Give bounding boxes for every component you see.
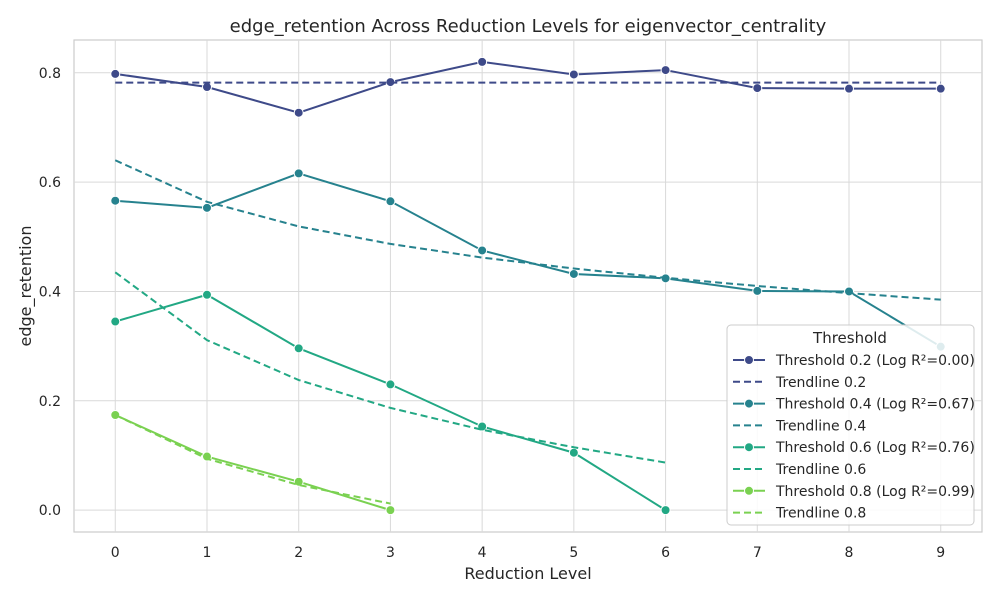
data-point [293,343,304,354]
data-point [293,107,304,118]
legend-swatch-marker [744,442,754,453]
legend-label: Threshold 0.4 (Log R²=0.67) [775,397,975,413]
x-tick-label: 8 [845,545,854,561]
legend-label: Threshold 0.2 (Log R²=0.00) [775,353,975,369]
legend-label: Trendline 0.6 [775,462,866,478]
data-point [293,168,304,179]
legend-swatch-marker [744,355,754,365]
legend-swatch-marker [744,485,754,496]
data-point [477,56,488,67]
legend-entry: Threshold 0.8 (Log R²=0.99) [733,484,975,500]
series-2 [110,168,946,352]
legend-entry: Trendline 0.2 [733,375,866,391]
data-point [477,245,488,256]
series-4 [110,289,671,516]
series-layer [110,56,946,516]
data-point [385,196,396,207]
legend-entry: Threshold 0.6 (Log R²=0.76) [733,440,975,456]
data-point [935,83,946,94]
legend-entry: Trendline 0.4 [733,418,866,434]
legend-entries: Threshold 0.2 (Log R²=0.00) Trendline 0.2… [733,353,975,522]
x-axis-label: Reduction Level [464,564,591,583]
tick-layer: 0 1 2 3 4 5 6 7 8 9 0.0 0.2 0.4 0.6 0.8 [39,66,945,561]
data-point [660,505,671,516]
data-point [110,68,121,79]
data-point [660,65,671,76]
trendline [114,159,941,301]
legend-entry: Threshold 0.4 (Log R²=0.67) [733,397,975,413]
legend-label: Trendline 0.8 [775,506,866,522]
x-tick-label: 3 [386,545,395,561]
x-tick-label: 5 [569,545,578,561]
legend-label: Threshold 0.6 (Log R²=0.76) [775,440,975,456]
chart-title: edge_retention Across Reduction Levels f… [230,16,827,37]
y-tick-label: 0.4 [39,284,61,300]
x-tick-label: 4 [478,545,487,561]
y-tick-label: 0.0 [39,503,61,519]
data-point [293,476,304,487]
data-point [201,289,212,300]
legend-label: Trendline 0.4 [775,418,866,434]
x-tick-label: 0 [111,545,120,561]
x-tick-label: 2 [294,545,303,561]
legend-label: Trendline 0.2 [775,375,866,391]
y-tick-label: 0.2 [39,394,61,410]
data-point [385,379,396,390]
x-tick-label: 1 [203,545,212,561]
data-point [110,316,121,327]
y-tick-label: 0.6 [39,175,61,191]
series-line [115,60,941,114]
data-point [752,285,763,296]
legend-box [726,324,975,526]
data-point [752,83,763,94]
data-point [110,195,121,206]
data-point [568,447,579,458]
data-point [844,286,855,297]
trendline [114,271,666,464]
data-point [568,69,579,80]
data-point [844,83,855,94]
data-point [385,505,396,516]
legend-entry: Threshold 0.2 (Log R²=0.00) [733,353,975,369]
data-point [201,82,212,93]
series-3 [114,159,941,301]
series-line [115,172,942,348]
legend-label: Threshold 0.8 (Log R²=0.99) [775,484,975,500]
data-point [201,202,212,213]
legend-entry: Trendline 0.6 [733,462,866,478]
y-tick-label: 0.8 [39,66,61,82]
series-7 [114,414,391,505]
x-tick-label: 9 [936,545,945,561]
legend: Threshold Threshold 0.2 (Log R²=0.00) Tre… [726,324,975,526]
x-tick-label: 6 [661,545,670,561]
legend-swatch-marker [744,398,754,409]
series-0 [110,56,946,118]
legend-title: Threshold [812,329,887,347]
legend-entry: Trendline 0.8 [733,506,866,522]
y-axis-label: edge_retention [16,226,36,347]
data-point [568,268,579,279]
series-5 [114,271,666,464]
x-tick-label: 7 [753,545,762,561]
trendline [114,414,391,505]
